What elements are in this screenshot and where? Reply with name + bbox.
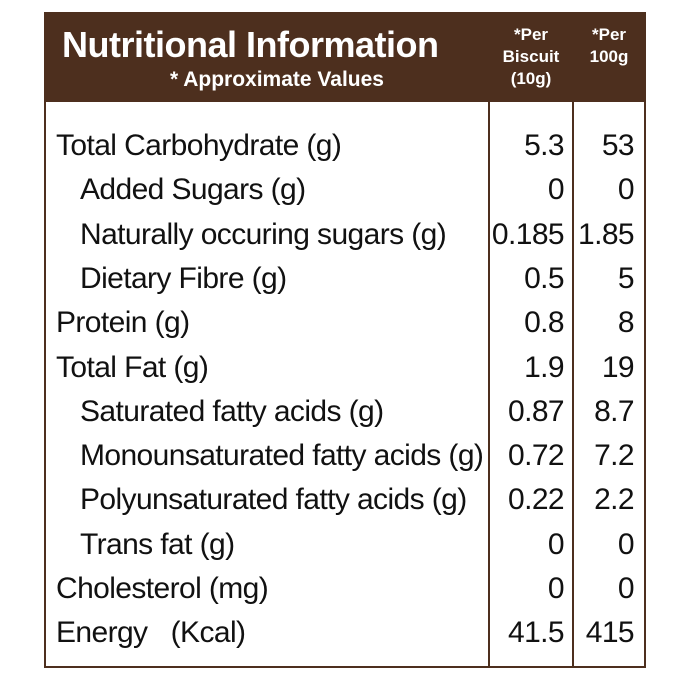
value-per-100g: 8.7 xyxy=(594,394,635,428)
value-per-biscuit: 41.5 xyxy=(508,616,565,650)
column-divider xyxy=(488,14,490,666)
table-row: Monounsaturated fatty acids (g) 0.72 7.2 xyxy=(46,434,644,478)
table-row: Naturally occuring sugars (g) 0.185 1.85 xyxy=(46,213,644,257)
table-row: Energy (Kcal) 41.5 415 xyxy=(46,611,644,655)
table-row: Total Fat (g) 1.9 19 xyxy=(46,346,644,390)
table-row: Trans fat (g) 0 0 xyxy=(46,523,644,567)
table-row: Polyunsaturated fatty acids (g) 0.22 2.2 xyxy=(46,478,644,522)
table-header: Nutritional Information * Approximate Va… xyxy=(46,14,644,102)
value-per-biscuit: 0.87 xyxy=(508,394,565,428)
table-row: Protein (g) 0.8 8 xyxy=(46,301,644,345)
table-title: Nutritional Information xyxy=(62,24,439,65)
value-per-100g: 1.85 xyxy=(578,217,635,251)
column-header-per-100g: *Per 100g xyxy=(589,25,629,66)
table-row: Total Carbohydrate (g) 5.3 53 xyxy=(46,124,644,168)
value-per-biscuit: 0.185 xyxy=(491,217,565,251)
value-per-biscuit: 5.3 xyxy=(524,129,565,162)
value-per-100g: 0 xyxy=(617,173,635,207)
table-row: Cholesterol (mg) 0 0 xyxy=(46,567,644,611)
value-per-biscuit: 0.5 xyxy=(524,261,565,295)
value-per-biscuit: 0.8 xyxy=(524,306,565,340)
value-per-biscuit: 0.72 xyxy=(508,439,565,473)
nutrient-name: Energy (Kcal) xyxy=(56,616,246,650)
value-per-100g: 415 xyxy=(585,616,635,650)
value-per-100g: 8 xyxy=(617,306,635,340)
nutrient-name: Added Sugars (g) xyxy=(80,173,306,207)
value-per-biscuit: 0 xyxy=(547,572,565,605)
nutrient-name: Cholesterol (mg) xyxy=(56,572,269,605)
table-subtitle: * Approximate Values xyxy=(170,68,384,91)
value-per-biscuit: 1.9 xyxy=(524,350,565,384)
value-per-100g: 19 xyxy=(601,350,635,384)
value-per-100g: 7.2 xyxy=(594,439,635,473)
table-row: Added Sugars (g) 0 0 xyxy=(46,168,644,212)
nutrient-name: Monounsaturated fatty acids (g) xyxy=(80,439,484,473)
value-per-biscuit: 0 xyxy=(547,173,565,207)
value-per-100g: 0 xyxy=(617,527,635,561)
nutrient-name: Trans fat (g) xyxy=(80,527,235,561)
column-header-per-biscuit: *Per Biscuit (10g) xyxy=(502,25,560,88)
nutrient-name: Protein (g) xyxy=(56,306,190,340)
value-per-100g: 0 xyxy=(617,572,635,605)
table-row: Saturated fatty acids (g) 0.87 8.7 xyxy=(46,390,644,434)
nutrient-name: Dietary Fibre (g) xyxy=(80,261,287,295)
value-per-biscuit: 0.22 xyxy=(508,483,565,517)
value-per-biscuit: 0 xyxy=(547,527,565,561)
nutrient-name: Naturally occuring sugars (g) xyxy=(80,217,447,251)
table-row: Dietary Fibre (g) 0.5 5 xyxy=(46,257,644,301)
value-per-100g: 5 xyxy=(617,261,635,295)
value-per-100g: 53 xyxy=(601,129,635,162)
nutrient-name: Total Fat (g) xyxy=(56,350,209,384)
nutrition-table: Nutritional Information * Approximate Va… xyxy=(44,12,646,668)
value-per-100g: 2.2 xyxy=(594,483,635,517)
nutrient-name: Polyunsaturated fatty acids (g) xyxy=(80,483,467,517)
nutrient-name: Saturated fatty acids (g) xyxy=(80,394,384,428)
nutrient-name: Total Carbohydrate (g) xyxy=(56,129,342,162)
column-divider xyxy=(572,14,574,666)
